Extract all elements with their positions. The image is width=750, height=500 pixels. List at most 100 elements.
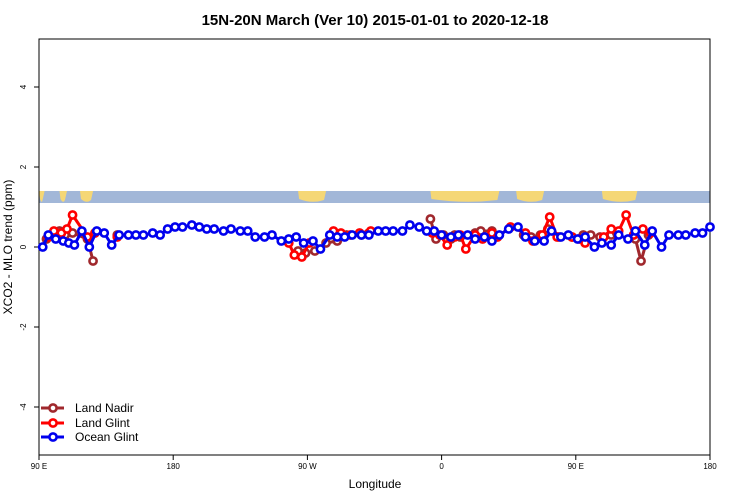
- data-point: [170, 222, 180, 232]
- data-point: [397, 226, 408, 236]
- data-point: [218, 226, 229, 236]
- data-point: [503, 224, 514, 234]
- data-point: [289, 250, 300, 260]
- data-point: [563, 230, 574, 240]
- data-point: [690, 228, 700, 238]
- data-point: [494, 230, 505, 240]
- data-point: [138, 230, 149, 240]
- land-patch: [601, 191, 638, 202]
- data-point: [296, 252, 307, 262]
- x-tick-label: 90 W: [298, 462, 317, 471]
- data-point: [259, 232, 270, 242]
- y-tick-label: 0: [19, 244, 28, 249]
- legend-label: Land Nadir: [75, 401, 134, 415]
- data-point: [298, 238, 309, 248]
- data-point: [705, 222, 715, 232]
- data-point: [123, 230, 134, 240]
- data-point: [76, 226, 87, 236]
- x-tick-label: 0: [439, 462, 444, 471]
- data-point: [656, 242, 667, 252]
- data-point: [62, 224, 72, 234]
- data-point: [201, 224, 212, 234]
- x-tick-label: 90 E: [568, 462, 584, 471]
- data-point: [155, 230, 166, 240]
- data-point: [209, 224, 220, 234]
- data-point: [276, 236, 287, 246]
- data-point: [460, 244, 471, 254]
- data-point: [339, 232, 350, 242]
- data-point: [436, 230, 447, 240]
- data-point: [596, 238, 607, 248]
- legend-item-land-glint: Land Glint: [41, 416, 130, 430]
- y-axis-label: XCO2 - MLO trend (ppm): [1, 180, 15, 315]
- data-point: [479, 232, 490, 242]
- data-point: [697, 228, 708, 238]
- map-strip-land: [39, 191, 638, 202]
- data-point: [267, 230, 277, 240]
- data-point: [186, 220, 197, 230]
- data-point: [429, 226, 440, 236]
- data-point: [373, 226, 384, 236]
- legend-item-ocean-glint: Ocean Glint: [41, 430, 139, 444]
- data-point: [442, 240, 453, 250]
- data-point: [520, 232, 531, 242]
- data-point: [647, 226, 658, 236]
- data-point: [546, 226, 557, 236]
- data-point: [539, 236, 550, 246]
- data-point: [414, 222, 425, 232]
- data-point: [421, 226, 432, 236]
- series-ocean-glint: [37, 220, 715, 254]
- data-point: [242, 226, 253, 236]
- data-point: [131, 230, 141, 240]
- x-tick-label: 180: [703, 462, 717, 471]
- data-point: [332, 232, 343, 242]
- data-point: [114, 230, 125, 240]
- legend-swatch-marker: [48, 432, 58, 442]
- data-point: [235, 226, 246, 236]
- x-tick-label: 90 E: [31, 462, 47, 471]
- data-point: [513, 222, 523, 232]
- data-point: [636, 256, 646, 266]
- data-point: [37, 242, 48, 252]
- data-point: [638, 224, 648, 234]
- x-tick-label: 180: [167, 462, 181, 471]
- data-point: [529, 236, 540, 246]
- land-patch: [39, 191, 45, 202]
- data-point: [487, 236, 497, 246]
- data-point: [67, 210, 78, 220]
- data-point: [194, 222, 205, 232]
- data-point: [572, 234, 583, 244]
- legend-label: Ocean Glint: [75, 430, 139, 444]
- data-point: [425, 214, 436, 224]
- data-point: [147, 228, 158, 238]
- land-patch: [59, 191, 67, 202]
- data-point: [162, 224, 173, 234]
- data-point: [606, 224, 617, 234]
- data-point: [621, 210, 632, 220]
- legend-swatch-marker: [48, 418, 58, 428]
- data-point: [405, 220, 415, 230]
- data-point: [544, 212, 555, 222]
- data-point: [324, 230, 335, 240]
- legend: Land Nadir Land Glint Ocean Glint: [41, 401, 139, 444]
- y-axis: -4 -2 0 2 4: [19, 84, 39, 411]
- data-point: [462, 230, 473, 240]
- data-point: [99, 228, 110, 238]
- data-point: [613, 230, 624, 240]
- series-layer: [37, 210, 715, 266]
- data-point: [623, 234, 633, 244]
- legend-item-land-nadir: Land Nadir: [41, 401, 134, 415]
- x-axis-label: Longitude: [349, 477, 402, 491]
- data-point: [606, 240, 617, 250]
- data-point: [673, 230, 684, 240]
- data-point: [43, 230, 54, 240]
- data-point: [555, 232, 566, 242]
- data-point: [470, 234, 481, 244]
- data-point: [84, 242, 95, 252]
- data-point: [356, 230, 367, 240]
- data-point: [226, 224, 236, 234]
- data-point: [91, 226, 102, 236]
- land-patch: [430, 191, 500, 202]
- legend-swatch-marker: [48, 403, 58, 413]
